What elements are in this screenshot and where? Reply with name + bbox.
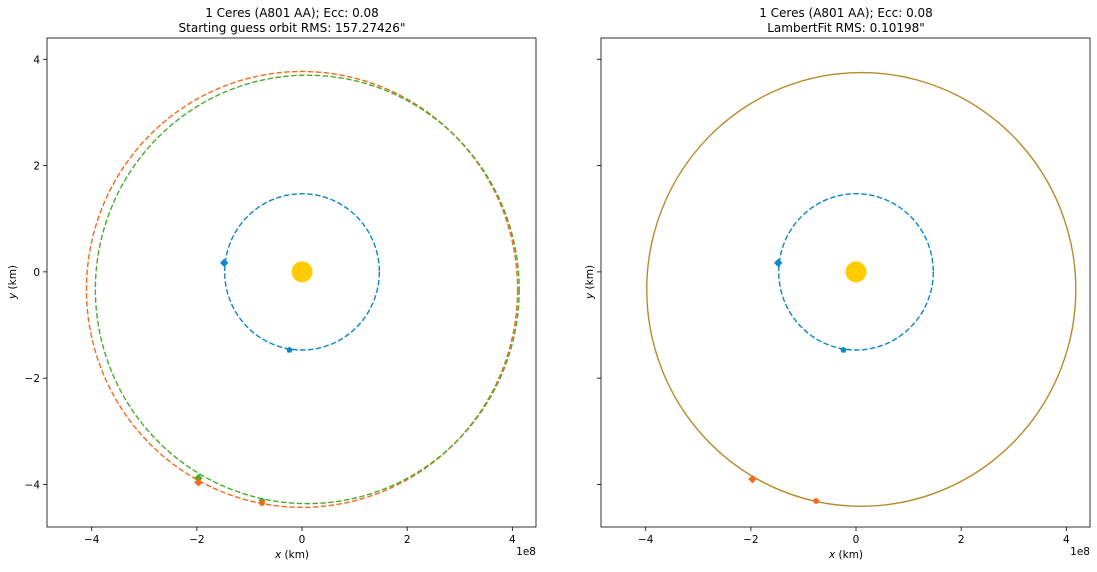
left-x-axis-var: x (274, 549, 282, 561)
right-marker-0 (773, 258, 783, 268)
right-orbit-1 (646, 71, 1077, 507)
left-chart-title: 1 Ceres (A801 AA); Ecc: 0.08 (205, 6, 379, 20)
right-axes-frame (600, 37, 1091, 528)
right-x-tick-label-4: 4 (1063, 534, 1070, 546)
left-orbit-0 (224, 193, 381, 351)
right-x-tick-label-1: −2 (743, 534, 758, 546)
left-x-axis-unit: (km) (281, 549, 309, 561)
right-chart-panel: 1 Ceres (A801 AA); Ecc: 0.08 LambertFit … (584, 6, 1091, 561)
left-y-tick-label-3: 2 (33, 161, 40, 173)
left-x-tick-label-0: −4 (84, 534, 100, 546)
left-orbit-2 (94, 74, 520, 505)
left-y-tick-label-4: 4 (33, 54, 40, 66)
right-x-tick-label-2: 0 (853, 534, 860, 546)
right-x-axis-unit: (km) (835, 549, 863, 561)
right-x-tick-label-0: −4 (638, 534, 654, 546)
left-x-tick-label-4: 4 (509, 534, 516, 546)
left-x-tick-label-2: 0 (299, 534, 306, 546)
right-chart-title: 1 Ceres (A801 AA); Ecc: 0.08 (759, 6, 933, 20)
right-x-axis-exponent: 1e8 (1070, 546, 1090, 558)
left-y-tick-label-1: −2 (25, 373, 40, 385)
right-x-axis-var: x (828, 549, 836, 561)
right-plot-area: −4 −2 0 2 4 (597, 37, 1091, 546)
left-plot-area: −4 −2 0 2 4 −4 −2 0 2 4 (25, 37, 537, 546)
left-y-tick-label-2: 0 (33, 267, 40, 279)
right-marker-2 (748, 474, 757, 484)
right-y-axis-var: y (584, 292, 596, 300)
left-axes-frame (46, 37, 537, 528)
right-chart-subtitle: LambertFit RMS: 0.10198" (767, 21, 925, 35)
left-sun-marker (291, 261, 313, 283)
left-y-axis-unit: (km) (7, 265, 19, 293)
left-x-tick-label-1: −2 (189, 534, 204, 546)
right-marker-3 (812, 497, 820, 504)
left-x-axis-exponent: 1e8 (516, 546, 536, 558)
left-x-tick-label-3: 2 (404, 534, 411, 546)
left-marker-5 (258, 499, 266, 506)
left-chart-subtitle: Starting guess orbit RMS: 157.27426" (179, 21, 406, 35)
left-marker-3 (194, 478, 203, 487)
right-x-tick-label-3: 2 (958, 534, 965, 546)
left-marker-0 (219, 258, 229, 268)
right-orbit-0 (778, 193, 935, 351)
left-y-tick-label-0: −4 (25, 479, 41, 491)
left-marker-1 (286, 346, 293, 353)
right-x-axis-label: x (km) (828, 549, 863, 561)
left-x-axis-label: x (km) (274, 549, 309, 561)
left-chart-panel: 1 Ceres (A801 AA); Ecc: 0.08 Starting gu… (7, 6, 537, 561)
right-y-axis-unit: (km) (584, 265, 596, 293)
left-orbit-1 (85, 70, 519, 509)
right-marker-1 (840, 346, 847, 353)
left-marker-2 (194, 473, 203, 483)
left-y-axis-var: y (7, 292, 19, 300)
right-sun-marker (845, 261, 867, 283)
left-y-axis-label: y (km) (7, 265, 19, 300)
right-y-axis-label: y (km) (584, 265, 596, 300)
